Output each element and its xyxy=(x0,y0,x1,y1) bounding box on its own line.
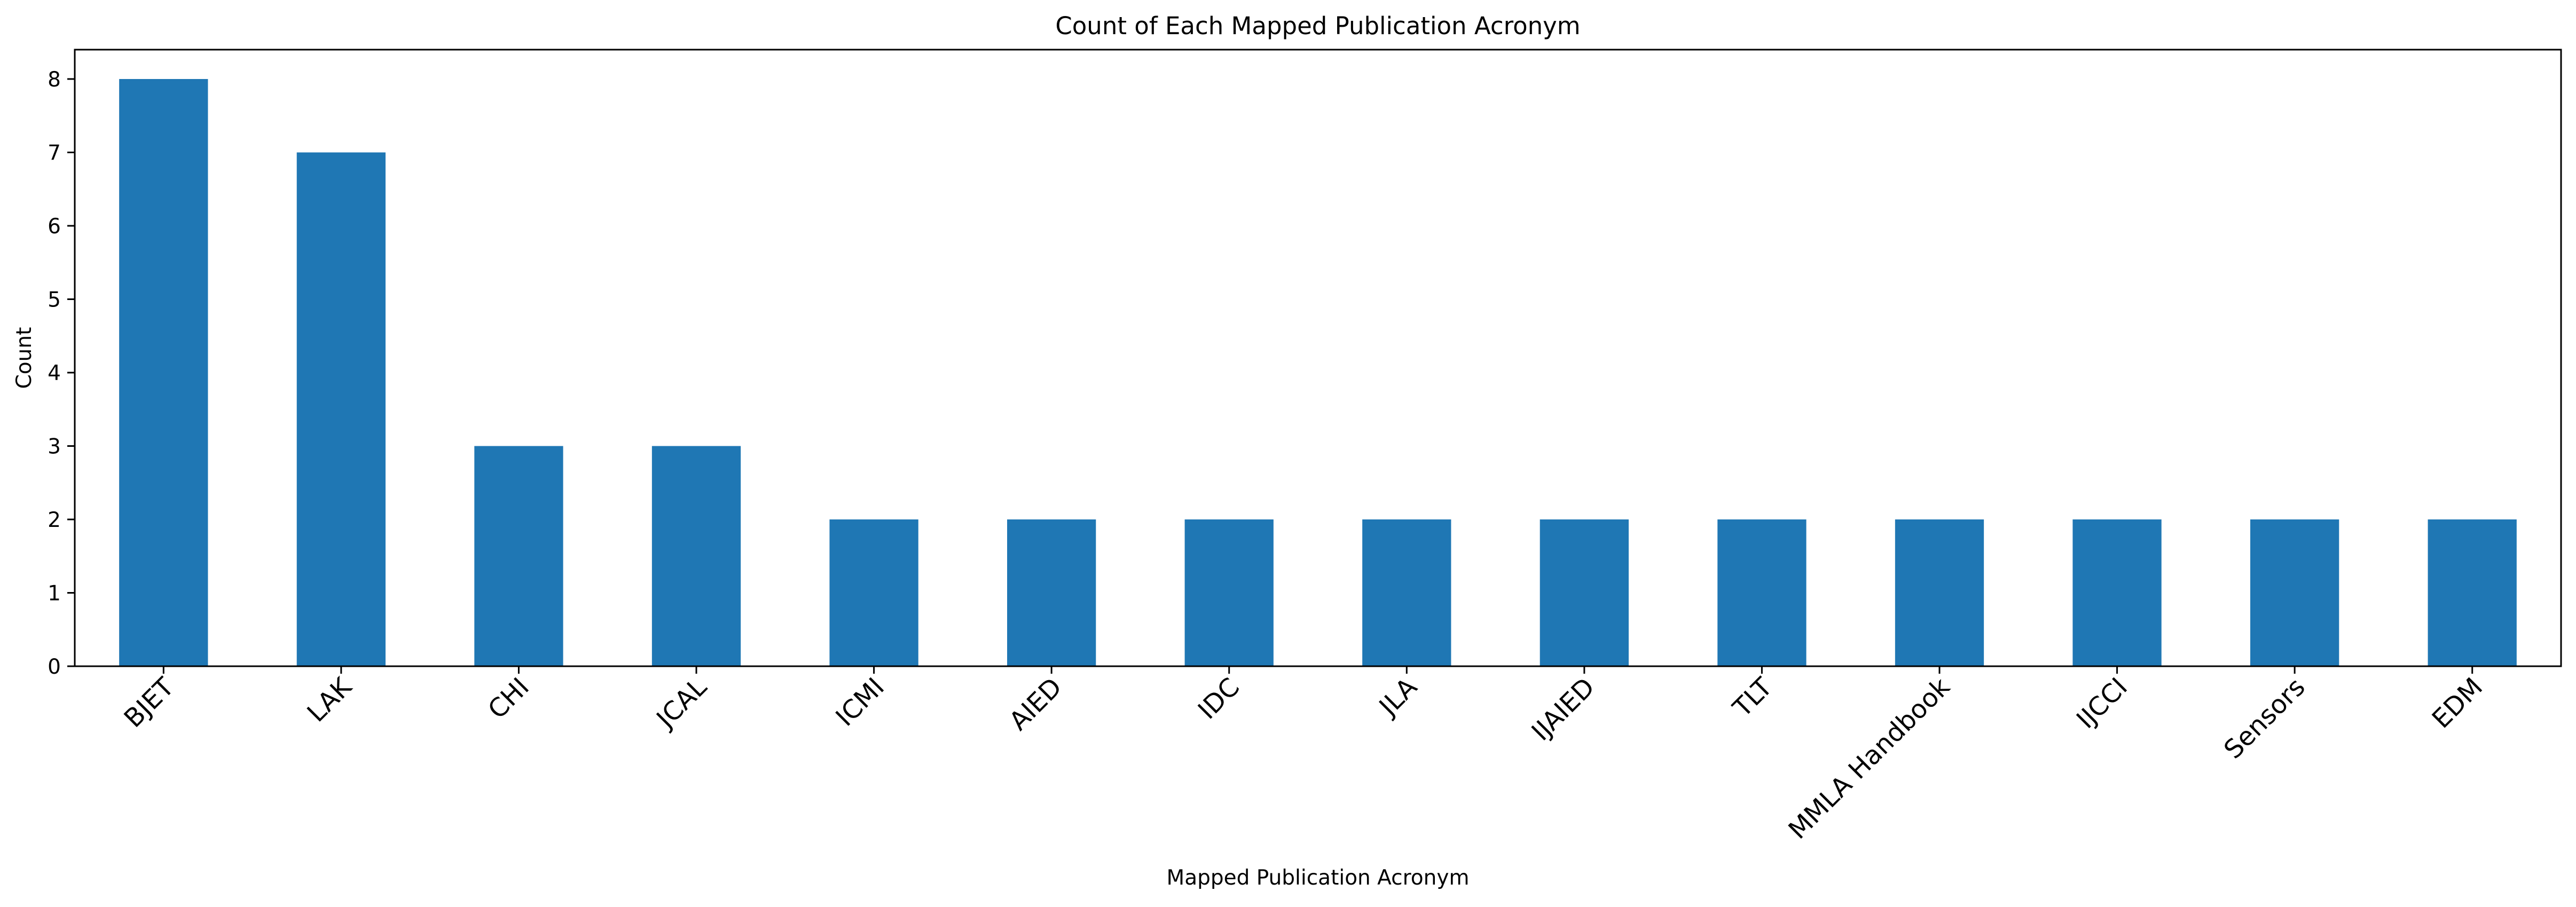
y-axis-label: Count xyxy=(12,327,36,389)
bar-idc xyxy=(1184,519,1274,666)
bar-jcal xyxy=(651,446,741,666)
bar-icmi xyxy=(829,519,918,666)
bar-jla xyxy=(1362,519,1451,666)
x-tick-label: JLA xyxy=(1372,672,1423,723)
axes-group xyxy=(74,49,2562,667)
y-tick-label: 6 xyxy=(48,215,61,239)
x-tick-label: IJCCI xyxy=(2071,672,2133,735)
x-tick-label: LAK xyxy=(302,672,358,728)
x-axis-label: Mapped Publication Acronym xyxy=(1167,866,1470,890)
bar-bjet xyxy=(119,79,208,666)
bar-lak xyxy=(296,152,386,666)
y-tick-label: 1 xyxy=(48,582,61,606)
y-ticks-group: 0 1 2 3 4 5 6 7 8 xyxy=(48,68,75,679)
bars-group xyxy=(119,79,2517,666)
bar-tlt xyxy=(1717,519,1807,666)
x-tick-label: Sensors xyxy=(2218,672,2311,765)
x-ticks-group: BJET LAK CHI JCAL ICMI AIED IDC JLA IJAIED TLT MML… xyxy=(119,666,2488,845)
x-tick-label: MMLA Handbook xyxy=(1783,672,1956,845)
bar-ijaied xyxy=(1540,519,1629,666)
bar-chi xyxy=(474,446,563,666)
x-tick-label: IDC xyxy=(1192,672,1245,725)
bar-ijcci xyxy=(2072,519,2162,666)
x-tick-label: AIED xyxy=(1003,672,1067,736)
bar-sensors xyxy=(2250,519,2339,666)
chart-title: Count of Each Mapped Publication Acronym xyxy=(1055,12,1580,40)
x-tick-label: ICMI xyxy=(830,672,890,732)
x-tick-label: EDM xyxy=(2426,672,2488,734)
y-tick-label: 5 xyxy=(48,288,61,312)
y-tick-label: 7 xyxy=(48,141,61,165)
y-tick-label: 3 xyxy=(48,435,61,459)
x-tick-label: JCAL xyxy=(650,672,713,735)
y-tick-label: 2 xyxy=(48,508,61,532)
y-tick-label: 4 xyxy=(48,361,61,385)
x-tick-label: BJET xyxy=(119,672,180,734)
bar-edm xyxy=(2428,519,2517,666)
x-tick-label: CHI xyxy=(482,672,535,725)
plot-frame xyxy=(74,49,2562,667)
bar-aied xyxy=(1007,519,1096,666)
y-tick-label: 8 xyxy=(48,68,61,92)
x-tick-label: IJAIED xyxy=(1526,672,1601,747)
y-tick-label: 0 xyxy=(48,655,61,679)
bar-mmla-handbook xyxy=(1895,519,1984,666)
x-tick-label: TLT xyxy=(1727,672,1778,723)
